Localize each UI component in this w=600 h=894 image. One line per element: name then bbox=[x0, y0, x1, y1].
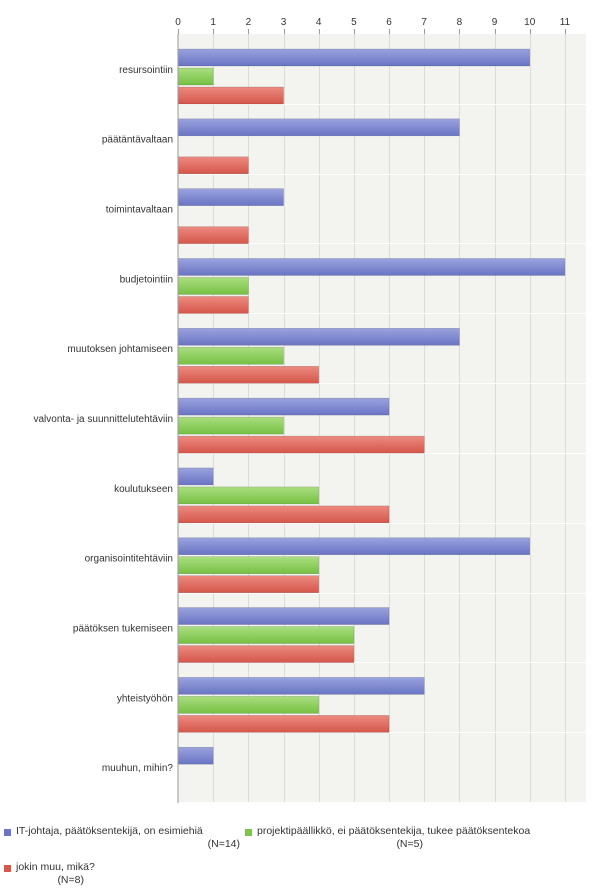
x-axis-ticks: 0 1 2 3 4 5 6 7 8 9 10 11 bbox=[175, 17, 571, 34]
bars bbox=[177, 48, 566, 765]
category-label: muutoksen johtamiseen bbox=[67, 344, 173, 355]
bar-series-3 bbox=[177, 575, 319, 593]
tick-label: 10 bbox=[524, 17, 536, 28]
tick-label: 3 bbox=[281, 17, 287, 28]
category-label: päätäntävaltaan bbox=[102, 135, 173, 146]
legend-item-series-2: projektipäällikkö, ei päätöksentekija, t… bbox=[245, 825, 583, 851]
bar-series-1 bbox=[177, 677, 425, 695]
category-label: budjetointiin bbox=[120, 274, 173, 285]
bar-series-1 bbox=[177, 118, 460, 137]
y-axis-categories: resursointiin päätäntävaltaan toimintavalt… bbox=[33, 65, 173, 774]
bar-series-3 bbox=[177, 715, 390, 733]
bar-series-1 bbox=[177, 188, 284, 206]
bar-series-2 bbox=[177, 277, 249, 295]
bar-series-1 bbox=[177, 607, 390, 625]
legend-swatch-series-3 bbox=[4, 865, 11, 872]
bar-series-1 bbox=[177, 746, 214, 765]
tick-label: 11 bbox=[560, 17, 571, 28]
category-label: muuhun, mihin? bbox=[102, 763, 174, 774]
bar-series-2 bbox=[177, 416, 284, 435]
bar-series-2 bbox=[177, 347, 284, 365]
legend-item-series-3: jokin muu, mikä? (N=8) bbox=[4, 861, 114, 887]
legend-label-series-3: jokin muu, mikä? bbox=[16, 861, 95, 873]
bar-series-3 bbox=[177, 296, 249, 314]
category-separators bbox=[178, 104, 586, 733]
category-label: valvonta- ja suunnittelutehtäviin bbox=[33, 414, 173, 425]
category-label: päätöksen tukemiseen bbox=[73, 623, 173, 634]
tick-label: 4 bbox=[316, 17, 322, 28]
category-label: organisointitehtäviin bbox=[85, 554, 173, 565]
legend-label-series-2: projektipäällikkö, ei päätöksentekija, t… bbox=[257, 825, 531, 837]
bar-series-3 bbox=[177, 226, 249, 244]
bar-series-2 bbox=[177, 67, 214, 86]
bar-series-3 bbox=[177, 505, 390, 524]
legend-swatch-series-1 bbox=[4, 829, 11, 836]
category-label: yhteistyöhön bbox=[117, 693, 173, 704]
legend-n-series-2: (N=5) bbox=[396, 838, 423, 850]
bar-series-3 bbox=[177, 435, 425, 454]
tick-label: 7 bbox=[421, 17, 427, 28]
legend-n-series-3: (N=8) bbox=[57, 874, 84, 886]
bar-series-3 bbox=[177, 366, 319, 384]
bar-series-2 bbox=[177, 556, 319, 574]
category-label: resursointiin bbox=[119, 65, 173, 76]
bar-series-1 bbox=[177, 397, 390, 416]
bar-series-1 bbox=[177, 328, 460, 346]
bar-series-2 bbox=[177, 486, 319, 505]
tick-label: 0 bbox=[175, 17, 181, 28]
bar-series-3 bbox=[177, 156, 249, 175]
tick-label: 5 bbox=[351, 17, 357, 28]
bar-series-2 bbox=[177, 696, 319, 714]
tick-label: 2 bbox=[246, 17, 252, 28]
legend-label-series-1: IT-johtaja, päätöksentekijä, on esimiehi… bbox=[16, 825, 203, 837]
category-label: toimintavaltaan bbox=[106, 205, 173, 216]
legend-item-series-1: IT-johtaja, päätöksentekijä, on esimiehi… bbox=[4, 825, 240, 851]
bar-series-3 bbox=[177, 86, 284, 105]
bar-series-1 bbox=[177, 537, 530, 555]
tick-label: 1 bbox=[210, 17, 216, 28]
bar-series-1 bbox=[177, 467, 214, 486]
bar-series-3 bbox=[177, 645, 355, 663]
tick-label: 9 bbox=[492, 17, 498, 28]
bar-series-2 bbox=[177, 626, 355, 644]
legend-n-series-1: (N=14) bbox=[207, 838, 240, 850]
tick-label: 6 bbox=[386, 17, 392, 28]
bar-series-1 bbox=[177, 258, 566, 276]
tick-label: 8 bbox=[457, 17, 463, 28]
bar-series-1 bbox=[177, 48, 530, 67]
legend-swatch-series-2 bbox=[245, 829, 252, 836]
category-label: koulutukseen bbox=[114, 484, 173, 495]
